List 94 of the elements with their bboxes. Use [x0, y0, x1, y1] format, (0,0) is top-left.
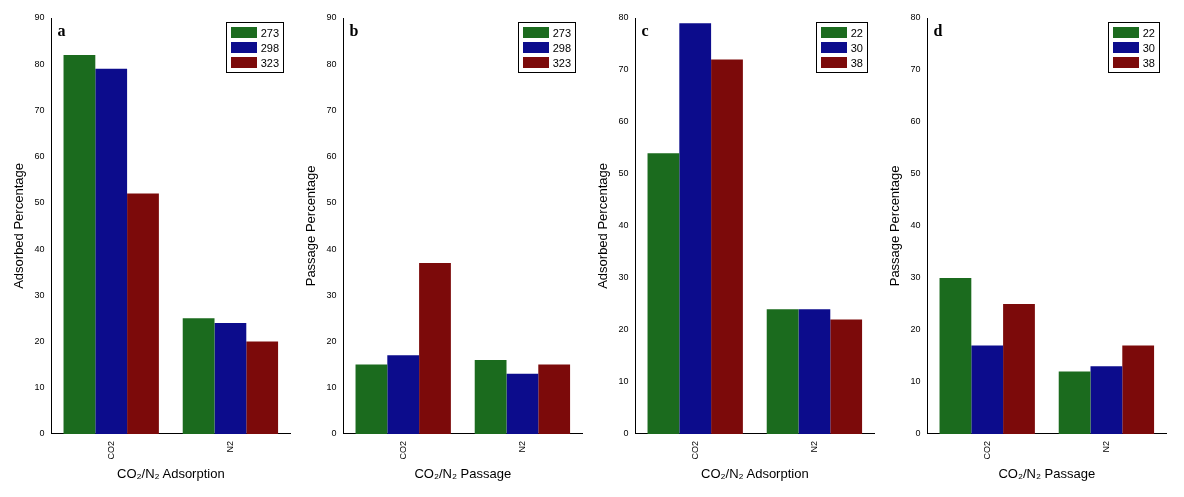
y-tick-label: 70 — [910, 64, 921, 75]
y-tick-label: 10 — [618, 376, 629, 387]
y-tick-label: 60 — [618, 116, 629, 127]
y-tick-label: 10 — [910, 376, 921, 387]
bar — [1003, 303, 1035, 434]
y-tick-label: 60 — [326, 151, 337, 162]
annotation: c — [641, 22, 649, 40]
bar — [830, 319, 863, 434]
x-tick-label: CO2 — [689, 440, 700, 460]
bar — [647, 153, 680, 434]
bar — [679, 23, 712, 434]
bar — [711, 59, 743, 434]
y-tick-label: 50 — [618, 168, 629, 179]
bar — [538, 364, 571, 434]
y-tick-label: 30 — [618, 272, 629, 283]
y-tick-label: 20 — [326, 335, 337, 346]
legend-label: 273 — [260, 26, 279, 39]
y-tick-label: 90 — [34, 12, 45, 23]
bar — [63, 54, 96, 434]
x-tick-label: N2 — [808, 440, 819, 453]
y-axis-title: Passage Percentage — [887, 165, 903, 287]
legend-label: 298 — [552, 41, 571, 54]
y-tick-label: 80 — [34, 58, 45, 69]
bar — [506, 373, 539, 434]
x-axis-title: CO₂/N₂ Passage — [998, 465, 1096, 481]
bar — [355, 364, 388, 434]
legend-label: 22 — [1142, 26, 1155, 39]
y-tick-label: 40 — [326, 243, 337, 254]
bar — [474, 359, 507, 434]
bar — [1058, 371, 1091, 434]
x-axis-title: CO₂/N₂ Adsorption — [116, 465, 225, 481]
y-tick-label: 20 — [34, 335, 45, 346]
y-tick-label: 0 — [915, 428, 921, 439]
legend-label: 273 — [552, 26, 571, 39]
x-axis-title: CO₂/N₂ Passage — [414, 465, 512, 481]
y-tick-label: 10 — [34, 382, 45, 393]
bar — [939, 277, 972, 434]
y-tick-label: 80 — [618, 12, 629, 23]
y-tick-label: 50 — [34, 197, 45, 208]
legend-label: 38 — [1142, 56, 1155, 69]
annotation: b — [349, 22, 359, 40]
bar — [1090, 366, 1123, 434]
legend-label: 323 — [552, 56, 571, 69]
bar — [798, 309, 831, 434]
bar — [971, 345, 1004, 434]
y-tick-label: 40 — [910, 220, 921, 231]
bar — [766, 309, 799, 434]
bar — [95, 68, 128, 434]
bar — [387, 355, 420, 434]
y-tick-label: 0 — [39, 428, 45, 439]
x-tick-label: N2 — [516, 440, 527, 453]
y-tick-label: 50 — [326, 197, 337, 208]
legend-label: 38 — [850, 56, 863, 69]
y-tick-label: 40 — [34, 243, 45, 254]
y-axis-title: Passage Percentage — [303, 165, 319, 287]
y-tick-label: 70 — [34, 104, 45, 115]
y-tick-label: 0 — [623, 428, 629, 439]
y-tick-label: 0 — [331, 428, 337, 439]
bar — [246, 341, 279, 434]
bar — [419, 262, 451, 434]
y-tick-label: 50 — [910, 168, 921, 179]
annotation: d — [933, 22, 943, 40]
bar — [127, 193, 159, 434]
y-tick-label: 80 — [910, 12, 921, 23]
annotation: a — [57, 22, 66, 40]
y-tick-label: 70 — [326, 104, 337, 115]
y-tick-label: 80 — [326, 58, 337, 69]
y-tick-label: 30 — [34, 289, 45, 300]
x-tick-label: N2 — [1100, 440, 1111, 453]
x-tick-label: CO2 — [105, 440, 116, 460]
y-tick-label: 30 — [910, 272, 921, 283]
y-tick-label: 10 — [326, 382, 337, 393]
y-tick-label: 60 — [910, 116, 921, 127]
legend-label: 30 — [1142, 41, 1155, 54]
y-axis-title: Adsorbed Percentage — [595, 163, 611, 289]
x-axis-title: CO₂/N₂ Adsorption — [700, 465, 809, 481]
y-tick-label: 60 — [34, 151, 45, 162]
x-tick-label: N2 — [224, 440, 235, 453]
bar — [214, 322, 247, 434]
bar — [182, 318, 215, 434]
legend-label: 30 — [850, 41, 863, 54]
y-tick-label: 30 — [326, 289, 337, 300]
y-tick-label: 70 — [618, 64, 629, 75]
x-tick-label: CO2 — [397, 440, 408, 460]
legend-label: 22 — [850, 26, 863, 39]
y-tick-label: 40 — [618, 220, 629, 231]
y-tick-label: 90 — [326, 12, 337, 23]
y-axis-title: Adsorbed Percentage — [11, 163, 27, 289]
legend-label: 323 — [260, 56, 279, 69]
y-tick-label: 20 — [910, 324, 921, 335]
y-tick-label: 20 — [618, 324, 629, 335]
x-tick-label: CO2 — [981, 440, 992, 460]
bar — [1122, 345, 1155, 434]
legend-label: 298 — [260, 41, 279, 54]
